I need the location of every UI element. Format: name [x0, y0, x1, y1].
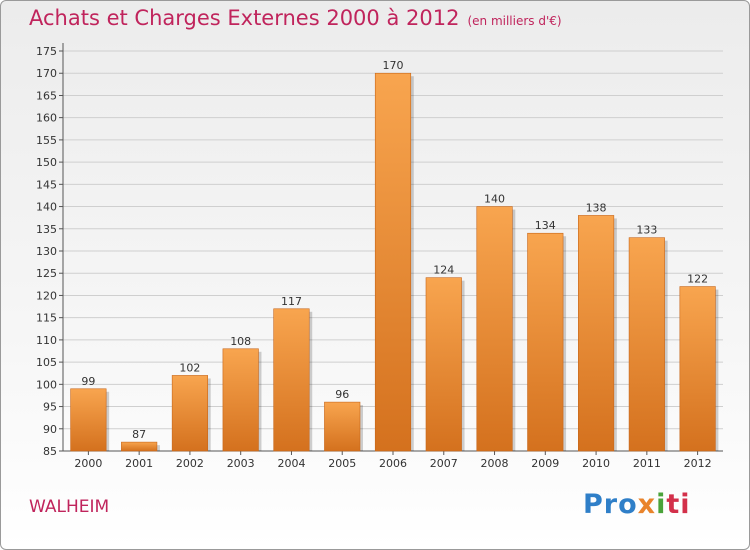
value-label-2006: 170 [383, 59, 404, 72]
bar-2002 [171, 375, 208, 452]
x-tick-label-2007: 2007 [430, 457, 458, 470]
y-tick-label: 135 [36, 223, 57, 236]
bar-2005 [324, 401, 361, 452]
value-label-2007: 124 [433, 264, 454, 277]
y-tick-label: 90 [43, 423, 57, 436]
bar-2011 [628, 237, 665, 452]
y-tick-label: 155 [36, 134, 57, 147]
value-label-2002: 102 [179, 361, 200, 374]
y-tick-label: 85 [43, 445, 57, 458]
x-tick-label-2006: 2006 [379, 457, 407, 470]
bar-2000 [70, 388, 107, 452]
value-label-2001: 87 [132, 428, 146, 441]
value-label-2011: 133 [636, 224, 657, 237]
bar-2012 [679, 286, 716, 452]
logo-part-1: Pro [583, 489, 638, 520]
y-tick-label: 115 [36, 312, 57, 325]
y-tick-label: 170 [36, 67, 57, 80]
bar-2006 [374, 72, 412, 452]
chart-unit: (en milliers d'€) [467, 14, 562, 28]
value-label-2010: 138 [586, 201, 607, 214]
logo-part-3: i [656, 489, 667, 520]
value-label-2004: 117 [281, 295, 302, 308]
y-tick-label: 125 [36, 267, 57, 280]
bar-2003 [222, 348, 259, 452]
bar-2004 [273, 308, 310, 452]
x-tick-label-2012: 2012 [684, 457, 712, 470]
proxiti-logo: Proxiti [583, 489, 691, 520]
x-tick-label-2001: 2001 [125, 457, 153, 470]
x-tick-label-2002: 2002 [176, 457, 204, 470]
y-tick-label: 100 [36, 378, 57, 391]
y-tick-label: 95 [43, 401, 57, 414]
bar-2010 [578, 215, 615, 452]
y-tick-label: 145 [36, 178, 57, 191]
x-tick-label-2009: 2009 [531, 457, 559, 470]
data-labels: 99 87 102 108 117 96 170 124 140 134 138 133 122 [81, 59, 708, 441]
x-tick-label-2004: 2004 [277, 457, 305, 470]
city-name: WALHEIM [29, 497, 110, 517]
logo-part-2: x [637, 489, 657, 520]
chart-title: Achats et Charges Externes 2000 à 2012 (e… [29, 6, 562, 30]
value-label-2003: 108 [230, 335, 251, 348]
x-tick-label-2003: 2003 [227, 457, 255, 470]
y-tick-label: 140 [36, 201, 57, 214]
x-tick-label-2011: 2011 [633, 457, 661, 470]
value-label-2009: 134 [535, 219, 556, 232]
bar-2001 [121, 441, 158, 452]
bar-2009 [527, 232, 564, 452]
value-label-2000: 99 [81, 375, 95, 388]
bar-2007 [425, 277, 462, 452]
value-label-2005: 96 [335, 388, 349, 401]
x-tick-label-2008: 2008 [481, 457, 509, 470]
axes: 85 90 95 100 105 110 115 120 125 130 135 140 145 150 1… [36, 43, 723, 470]
bar-2008 [476, 206, 513, 452]
x-tick-label-2000: 2000 [74, 457, 102, 470]
y-tick-label: 130 [36, 245, 57, 258]
value-label-2008: 140 [484, 193, 505, 206]
y-tick-label: 105 [36, 356, 57, 369]
bars [70, 72, 719, 452]
y-tick-label: 110 [36, 334, 57, 347]
logo-part-4: ti [666, 489, 691, 520]
y-tick-label: 120 [36, 289, 57, 302]
value-label-2012: 122 [687, 273, 708, 286]
y-tick-label: 160 [36, 112, 57, 125]
x-tick-label-2005: 2005 [328, 457, 356, 470]
y-tick-label: 175 [36, 45, 57, 58]
y-tick-label: 165 [36, 89, 57, 102]
chart-title-text: Achats et Charges Externes 2000 à 2012 [29, 6, 460, 30]
x-tick-label-2010: 2010 [582, 457, 610, 470]
y-tick-label: 150 [36, 156, 57, 169]
